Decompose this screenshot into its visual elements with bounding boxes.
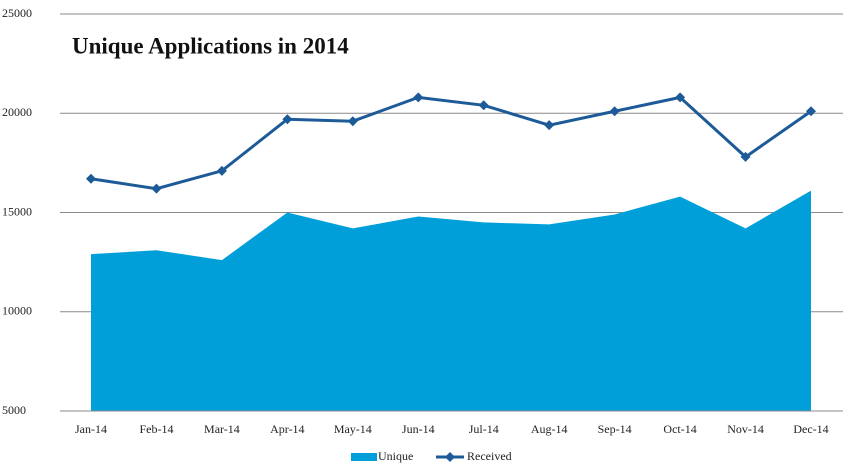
marker — [806, 106, 816, 117]
y-tick-label: 20000 — [2, 105, 32, 119]
marker — [675, 92, 686, 103]
marker — [282, 114, 293, 125]
x-tick-label: Oct-14 — [663, 422, 696, 436]
x-tick-label: Nov-14 — [727, 422, 764, 436]
chart-title: Unique Applications in 2014 — [72, 33, 349, 58]
y-tick-label: 5000 — [2, 403, 26, 417]
x-tick-label: Feb-14 — [139, 422, 173, 436]
y-tick-label: 15000 — [2, 204, 32, 218]
marker — [478, 100, 489, 111]
x-tick-label: Jun-14 — [402, 422, 435, 436]
x-tick-label: May-14 — [334, 422, 372, 436]
x-tick-label: Jul-14 — [469, 422, 499, 436]
x-tick-label: Apr-14 — [270, 422, 304, 436]
marker — [413, 92, 424, 103]
x-tick-label: Mar-14 — [204, 422, 240, 436]
area — [91, 190, 811, 411]
x-tick-label: Aug-14 — [531, 422, 568, 436]
line — [90, 95, 812, 191]
marker — [151, 183, 162, 194]
marker — [216, 165, 227, 176]
legend-marker — [445, 452, 455, 462]
x-tick-label: Sep-14 — [598, 422, 632, 436]
marker — [609, 106, 620, 117]
legend-label: Unique — [378, 449, 413, 463]
marker — [347, 116, 358, 127]
legend-label: Received — [467, 449, 512, 463]
x-tick-label: Jan-14 — [75, 422, 107, 436]
y-tick-label: 10000 — [2, 304, 32, 318]
marker — [544, 120, 555, 131]
marker — [740, 151, 751, 162]
legend-swatch — [351, 453, 377, 461]
x-tick-label: Dec-14 — [793, 422, 828, 436]
marker — [86, 173, 96, 184]
y-tick-label: 25000 — [2, 6, 32, 20]
